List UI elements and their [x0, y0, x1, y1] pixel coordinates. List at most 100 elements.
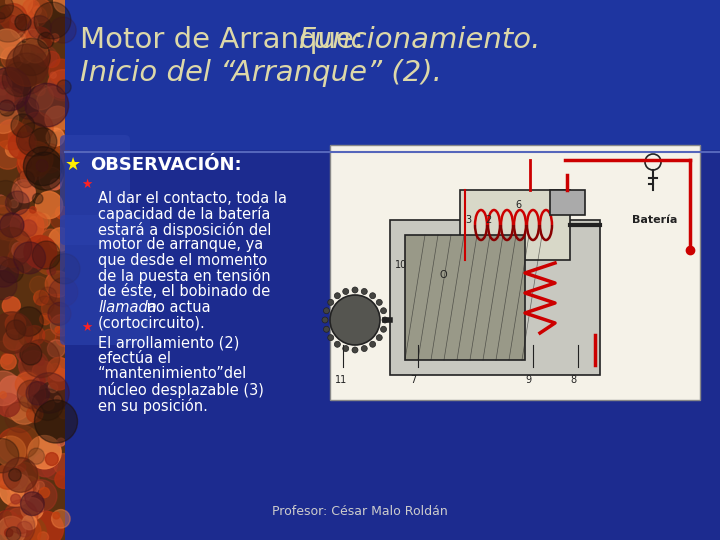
Circle shape: [0, 67, 4, 76]
Circle shape: [5, 462, 39, 496]
Circle shape: [16, 370, 40, 395]
Circle shape: [49, 228, 72, 251]
Circle shape: [14, 241, 35, 262]
Circle shape: [14, 242, 45, 274]
Circle shape: [22, 157, 32, 167]
Circle shape: [6, 474, 33, 501]
Circle shape: [361, 288, 367, 294]
Circle shape: [369, 293, 376, 299]
Circle shape: [20, 44, 37, 60]
Circle shape: [6, 53, 48, 94]
Circle shape: [24, 212, 48, 235]
Circle shape: [28, 436, 61, 469]
Circle shape: [19, 394, 37, 412]
Circle shape: [0, 3, 11, 24]
Circle shape: [28, 16, 51, 39]
Text: capacidad de la batería: capacidad de la batería: [98, 206, 271, 222]
Circle shape: [1, 353, 12, 365]
Text: 10: 10: [395, 260, 408, 270]
Circle shape: [22, 340, 60, 377]
Text: (cortocircuito).: (cortocircuito).: [98, 315, 206, 330]
Circle shape: [0, 227, 32, 267]
Circle shape: [369, 341, 376, 347]
Circle shape: [0, 103, 19, 133]
Circle shape: [17, 380, 45, 408]
Circle shape: [36, 160, 48, 172]
Circle shape: [35, 192, 63, 219]
Circle shape: [0, 436, 26, 467]
Circle shape: [0, 15, 29, 44]
Circle shape: [18, 33, 24, 39]
Circle shape: [0, 140, 22, 169]
Circle shape: [26, 152, 64, 190]
Circle shape: [29, 373, 69, 413]
Circle shape: [9, 469, 22, 481]
Circle shape: [18, 463, 26, 471]
Circle shape: [24, 480, 57, 512]
Circle shape: [7, 515, 41, 540]
Circle shape: [12, 377, 35, 400]
Circle shape: [37, 32, 54, 49]
Text: de la puesta en tensión: de la puesta en tensión: [98, 268, 271, 285]
Circle shape: [4, 466, 28, 490]
Text: no actua: no actua: [142, 300, 211, 314]
Text: 6: 6: [515, 200, 521, 210]
Circle shape: [6, 143, 20, 157]
Circle shape: [0, 438, 19, 473]
Text: OBSERVACIÓN:: OBSERVACIÓN:: [90, 156, 242, 174]
Circle shape: [32, 361, 54, 382]
Circle shape: [33, 453, 58, 477]
Circle shape: [28, 0, 53, 23]
Circle shape: [25, 6, 47, 28]
Circle shape: [53, 454, 75, 475]
Circle shape: [25, 326, 45, 345]
Text: 7: 7: [410, 375, 416, 385]
Circle shape: [7, 246, 35, 273]
Circle shape: [0, 5, 27, 42]
Circle shape: [44, 51, 60, 68]
Circle shape: [53, 512, 60, 519]
Text: Profesor: César Malo Roldán: Profesor: César Malo Roldán: [272, 505, 448, 518]
Circle shape: [28, 84, 53, 110]
Circle shape: [1, 522, 20, 540]
Bar: [550, 190, 585, 215]
Circle shape: [22, 515, 37, 530]
Circle shape: [55, 396, 61, 402]
Circle shape: [48, 340, 66, 357]
Text: 8: 8: [570, 375, 576, 385]
Circle shape: [323, 326, 330, 332]
Circle shape: [45, 271, 71, 297]
Circle shape: [7, 491, 22, 506]
Bar: [330, 145, 700, 400]
Circle shape: [20, 492, 44, 516]
Circle shape: [377, 335, 382, 341]
Bar: [65, 152, 720, 510]
Circle shape: [11, 114, 35, 138]
Circle shape: [0, 29, 22, 59]
Circle shape: [19, 327, 38, 346]
Circle shape: [6, 0, 32, 16]
Circle shape: [10, 483, 22, 495]
Circle shape: [55, 470, 73, 489]
Circle shape: [17, 102, 27, 112]
Circle shape: [59, 410, 68, 418]
Circle shape: [4, 511, 11, 519]
Circle shape: [0, 205, 12, 228]
Circle shape: [328, 335, 334, 341]
Circle shape: [32, 241, 60, 269]
Circle shape: [0, 68, 31, 111]
Circle shape: [36, 214, 50, 228]
Circle shape: [18, 133, 37, 151]
Circle shape: [0, 213, 24, 237]
Circle shape: [0, 507, 35, 540]
Circle shape: [0, 271, 17, 300]
Circle shape: [343, 346, 348, 352]
Circle shape: [15, 218, 22, 225]
Circle shape: [30, 206, 36, 213]
Circle shape: [381, 308, 387, 314]
Circle shape: [0, 197, 12, 213]
Circle shape: [10, 199, 18, 208]
Circle shape: [352, 287, 358, 293]
Circle shape: [55, 327, 61, 333]
Circle shape: [9, 237, 31, 258]
